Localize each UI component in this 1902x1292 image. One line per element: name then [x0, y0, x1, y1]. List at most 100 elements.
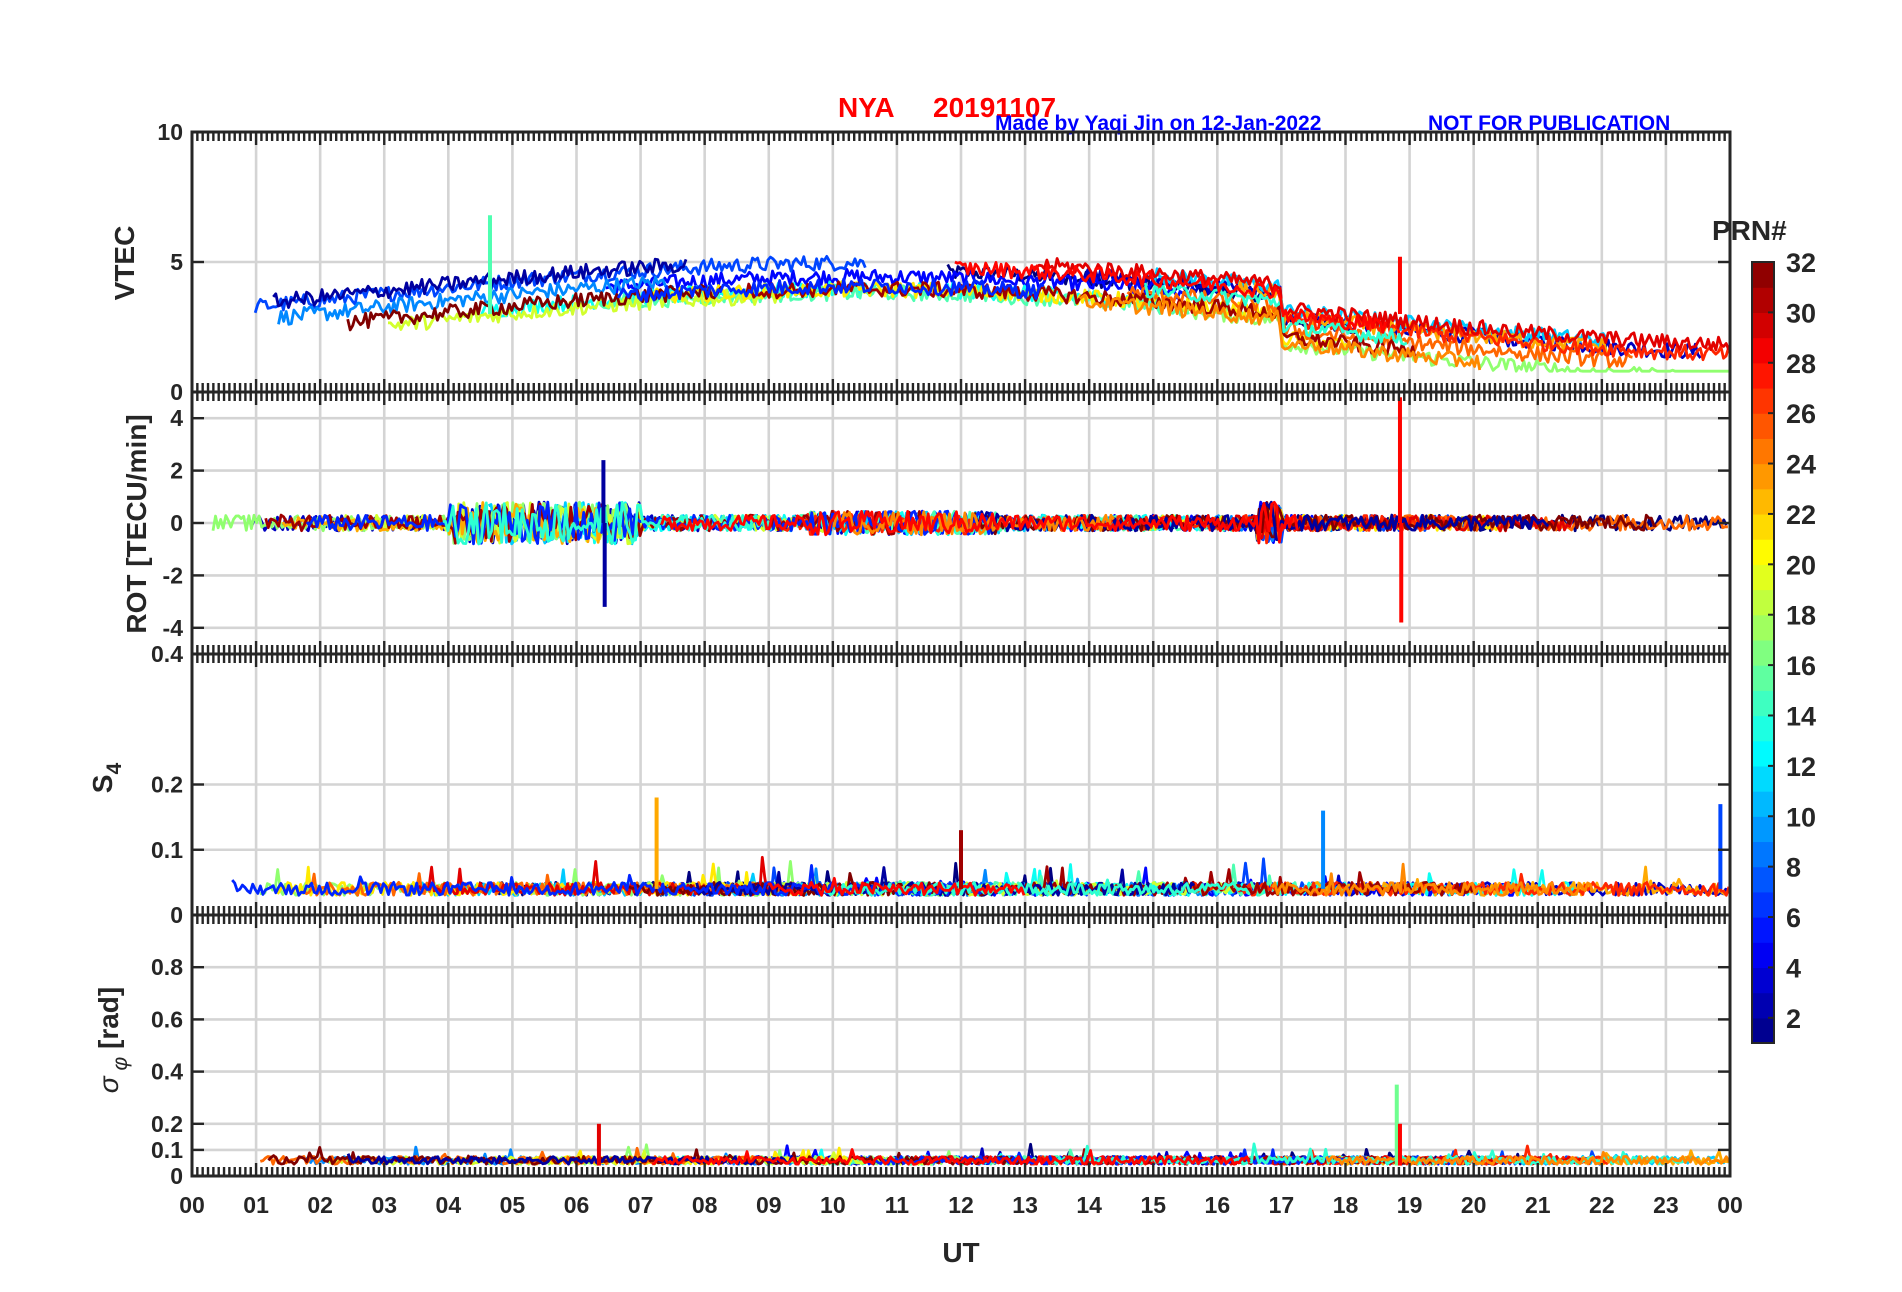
colorbar-segment	[1752, 513, 1774, 540]
s4-y-tick-labels: 0 0.1 0.2 0.4	[151, 641, 183, 928]
y-tick-label: 10	[157, 119, 183, 145]
colorbar-tick-label: 6	[1786, 903, 1801, 933]
prn-trace	[954, 260, 1387, 334]
colorbar-tick-label: 30	[1786, 298, 1816, 328]
x-tick-label: 20	[1461, 1192, 1487, 1218]
y-tick-label: 0.6	[151, 1006, 183, 1032]
y-tick-label: 0	[170, 1163, 183, 1189]
sigma-phi-y-tick-labels: 00.10.2 0.4 0.6 0.8	[151, 954, 183, 1189]
colorbar-segment	[1752, 438, 1774, 465]
colorbar-segment	[1752, 463, 1774, 490]
colorbar-segment	[1752, 362, 1774, 389]
x-tick-label: 11	[885, 1192, 910, 1218]
sigma-phi-ylabel: σ φ [rad]	[93, 987, 132, 1093]
colorbar-segment	[1752, 942, 1774, 969]
y-tick-label: 5	[170, 249, 183, 275]
vtec-grid	[192, 132, 1730, 392]
colorbar-segment	[1752, 917, 1774, 943]
x-tick-label: 05	[500, 1192, 526, 1218]
x-tick-label: 03	[371, 1192, 397, 1218]
colorbar-segment	[1752, 287, 1774, 313]
colorbar-segment	[1752, 262, 1774, 288]
colorbar-segment	[1752, 967, 1774, 994]
colorbar-frame	[1751, 261, 1775, 1044]
x-tick-label: 09	[756, 1192, 782, 1218]
colorbar-segment	[1752, 312, 1774, 339]
x-tick-label: 00	[1717, 1192, 1743, 1218]
y-tick-label: 0.4	[151, 1059, 183, 1085]
x-tick-label: 13	[1012, 1192, 1038, 1218]
y-tick-label: 0	[170, 379, 183, 405]
prn-trace	[346, 283, 723, 332]
colorbar-tick-label: 12	[1786, 752, 1816, 782]
colorbar-tick-label: 16	[1786, 651, 1816, 681]
colorbar-segment	[1752, 841, 1774, 868]
prn-trace	[616, 277, 1045, 304]
prn-trace	[695, 866, 1195, 897]
colorbar-tick-label: 18	[1786, 601, 1816, 631]
x-tick-label: 18	[1333, 1192, 1359, 1218]
x-tick-label: 02	[307, 1192, 333, 1218]
y-tick-label: 0.2	[151, 1111, 183, 1137]
colorbar-segment	[1752, 765, 1774, 792]
colorbar-tick-label: 28	[1786, 349, 1816, 379]
x-tick-label: 01	[243, 1192, 269, 1218]
x-tick-label: 21	[1525, 1192, 1551, 1218]
colorbar-segment	[1752, 791, 1774, 817]
x-axis-label: UT	[942, 1237, 979, 1268]
vtec-series	[253, 215, 1730, 373]
x-tick-labels: 00 01 02 03 04 05 06 07 08 09 10 11 12 13 14 15 16 17 18 19…	[179, 1192, 1743, 1218]
x-tick-label: 19	[1397, 1192, 1423, 1218]
colorbar-segment	[1752, 1017, 1774, 1044]
x-tick-label: 07	[628, 1192, 654, 1218]
colorbar-segment	[1752, 866, 1774, 893]
colorbar-segment	[1752, 715, 1774, 742]
prn-trace	[277, 275, 675, 326]
sigma-phi-grid	[192, 915, 1730, 1176]
y-tick-label: -2	[163, 562, 183, 588]
prn-trace	[1325, 1151, 1731, 1166]
colorbar-segment	[1752, 891, 1774, 918]
colorbar-tick-label: 20	[1786, 550, 1816, 580]
x-tick-label: 23	[1653, 1192, 1679, 1218]
colorbar-segment	[1752, 816, 1774, 843]
colorbar-segment	[1752, 589, 1774, 616]
x-tick-label: 10	[820, 1192, 846, 1218]
chart-title-station: NYA	[838, 92, 895, 123]
prn-trace	[272, 257, 688, 309]
colorbar-tick-label: 22	[1786, 500, 1816, 530]
colorbar-segment	[1752, 413, 1774, 439]
sigma-phi-series	[259, 1084, 1731, 1166]
s4-series	[231, 797, 1731, 897]
rot-ylabel: ROT [TECU/min]	[121, 414, 152, 633]
prn-trace	[1033, 257, 1730, 352]
colorbar-segment	[1752, 564, 1774, 591]
y-tick-label: 0.2	[151, 772, 183, 798]
sigma-phi-ticks	[190, 915, 1732, 1178]
colorbar-segment	[1752, 665, 1774, 691]
x-tick-label: 04	[436, 1192, 462, 1218]
colorbar-segment	[1752, 740, 1774, 767]
colorbar-tick-label: 32	[1786, 248, 1816, 278]
colorbar-segment	[1752, 488, 1774, 515]
x-tick-label: 15	[1140, 1192, 1166, 1218]
rot-series	[211, 397, 1728, 623]
s4-panel: 00.10.20.4 S4	[87, 641, 1732, 928]
x-tick-label: 17	[1269, 1192, 1295, 1218]
prn-trace	[1143, 281, 1408, 346]
vtec-ylabel: VTEC	[109, 226, 140, 301]
x-tick-label: 14	[1076, 1192, 1102, 1218]
colorbar-segment	[1752, 337, 1774, 364]
y-tick-label: 0.1	[151, 837, 183, 863]
x-tick-label: 06	[564, 1192, 590, 1218]
x-tick-label: 08	[692, 1192, 718, 1218]
sigma-phi-panel: 00.10.2 0.4 0.6 0.8 σ φ [rad]	[93, 913, 1732, 1189]
prn-trace	[651, 1148, 1251, 1166]
y-tick-label: 0	[170, 902, 183, 928]
prn-trace	[1079, 293, 1482, 371]
colorbar	[1751, 261, 1775, 1044]
prn-trace	[767, 876, 1026, 897]
x-tick-label: 22	[1589, 1192, 1615, 1218]
